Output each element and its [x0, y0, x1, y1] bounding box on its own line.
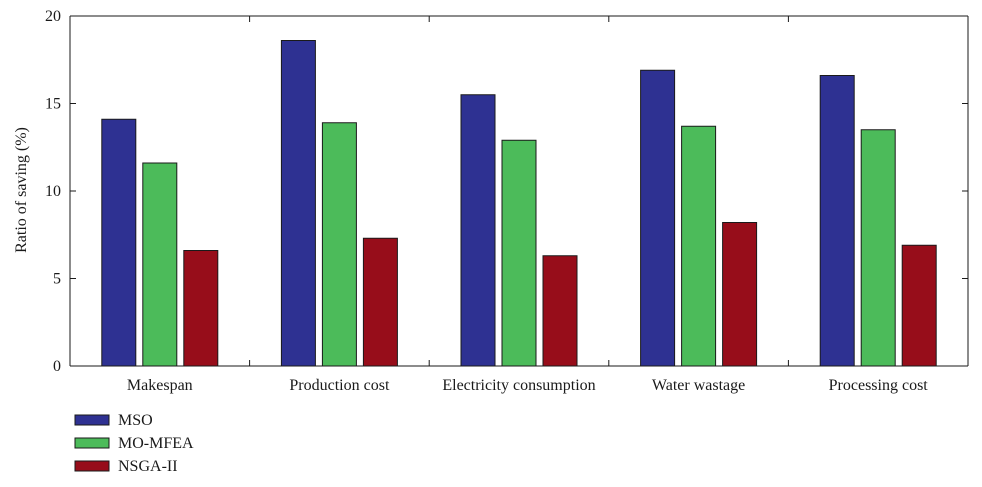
bar-nsga-ii-3: [722, 222, 758, 367]
x-tick-label: Electricity consumption: [442, 377, 595, 394]
legend-label: MO-MFEA: [118, 435, 194, 452]
y-tick-label: 15: [45, 96, 61, 113]
x-tick-label: Makespan: [127, 377, 193, 394]
bar-mso-4: [819, 75, 855, 367]
legend-swatch: [74, 437, 110, 449]
legend-label: MSO: [118, 412, 153, 429]
x-tick-label: Processing cost: [829, 377, 929, 394]
y-tick-label: 10: [45, 183, 61, 200]
bar-mso-1: [280, 40, 316, 367]
y-tick-label: 5: [53, 271, 61, 288]
bar-nsga-ii-1: [362, 237, 398, 367]
y-tick-label: 20: [45, 8, 61, 25]
x-tick-label: Water wastage: [652, 377, 745, 394]
legend-swatch: [74, 460, 110, 472]
bar-mo-mfea-1: [321, 122, 357, 367]
bar-nsga-ii-2: [542, 255, 578, 367]
bar-mo-mfea-2: [501, 139, 537, 367]
bar-mo-mfea-0: [142, 162, 178, 367]
bar-mso-0: [101, 118, 137, 367]
bar-mo-mfea-3: [681, 125, 717, 367]
plot-area: Makespan Production cost Electricity consu…: [45, 8, 969, 394]
bar-nsga-ii-4: [901, 244, 937, 367]
bar-mso-2: [460, 94, 496, 367]
y-tick-label: 0: [53, 358, 61, 375]
legend-swatch: [74, 414, 110, 426]
bar-mo-mfea-4: [860, 129, 896, 367]
y-axis-title: Ratio of saving (%): [13, 127, 30, 253]
legend: MSO MO-MFEA NSGA-II: [74, 412, 194, 475]
bar-nsga-ii-0: [183, 250, 219, 367]
x-tick-label: Production cost: [289, 377, 390, 394]
legend-label: NSGA-II: [118, 458, 178, 475]
bar-mso-3: [640, 69, 676, 367]
